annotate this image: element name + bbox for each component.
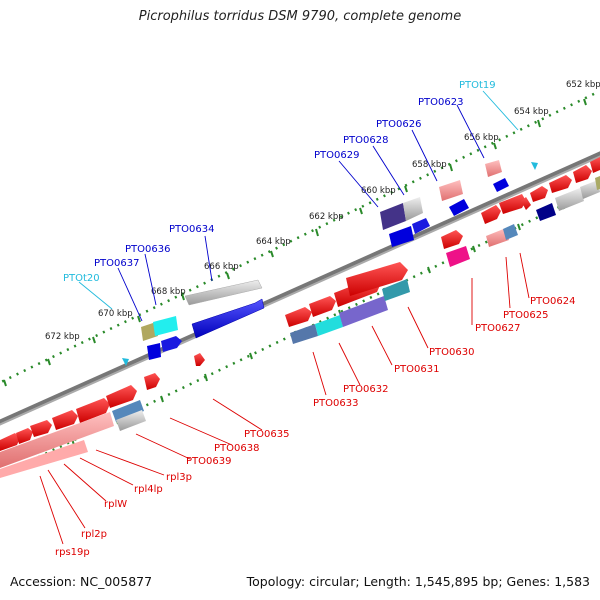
gene-label: rpl3p — [166, 472, 192, 483]
gene-block — [595, 176, 600, 190]
genome-summary: Topology: circular; Length: 1,545,895 bp… — [246, 574, 590, 589]
tick-label: 656 kbp — [464, 133, 499, 143]
gene-arrow — [0, 433, 20, 451]
gene-block — [555, 188, 584, 211]
gene-label: PTO0638 — [214, 443, 259, 454]
tick-label: 672 kbp — [45, 332, 80, 342]
backbone — [0, 151, 600, 426]
gene-label: rps19p — [55, 547, 90, 558]
gene-block — [503, 224, 518, 240]
gene-label: rpl2p — [81, 529, 107, 540]
tick-label: 654 kbp — [514, 107, 549, 117]
gene-block — [486, 228, 509, 247]
gene-block — [439, 180, 463, 201]
gene-label: rplW — [104, 499, 127, 510]
gene-block — [184, 279, 263, 306]
trna-label: PTOt19 — [459, 80, 496, 91]
trna-label: PTOt20 — [63, 273, 100, 284]
gene-label: PTO0626 — [376, 119, 421, 130]
gene-label: PTO0624 — [530, 296, 575, 307]
trna-marker — [122, 358, 129, 366]
gene-block — [0, 412, 114, 468]
tick-label: 652 kbp — [566, 80, 600, 90]
gene-arrow — [194, 353, 205, 366]
tick-label: 668 kbp — [151, 287, 186, 297]
gene-label: rpl4lp — [134, 484, 163, 495]
plus-strand-genes — [122, 160, 538, 366]
accession-text: Accession: NC_005877 — [10, 574, 153, 589]
gene-arrow — [309, 296, 336, 317]
gene-arrow — [590, 157, 600, 173]
gene-arrow — [52, 410, 78, 430]
gene-arrow — [30, 420, 52, 437]
gene-arrow — [191, 298, 265, 339]
gene-label: PTO0636 — [125, 244, 170, 255]
gene-label: PTO0629 — [314, 150, 359, 161]
outer-ruler — [0, 90, 599, 387]
gene-block — [380, 203, 406, 230]
gene-label: PTO0628 — [343, 135, 388, 146]
tick-label: 662 kbp — [309, 212, 344, 222]
gene-block — [449, 199, 469, 216]
gene-block — [339, 296, 388, 327]
gene-arrow — [144, 373, 160, 390]
gene-block — [147, 343, 161, 360]
trna-marker — [531, 162, 538, 170]
gene-label: PTO0632 — [343, 384, 388, 395]
gene-arrow — [499, 194, 526, 214]
gene-arrow — [573, 165, 592, 183]
gene-arrow — [493, 178, 509, 192]
gene-arrow — [549, 175, 572, 193]
gene-label: PTO0625 — [503, 310, 548, 321]
gene-label: PTO0630 — [429, 347, 474, 358]
tick-label: 660 kbp — [361, 186, 396, 196]
gene-block — [389, 226, 414, 247]
gene-block — [116, 410, 146, 431]
gene-label: PTO0634 — [169, 224, 214, 235]
gene-label: PTO0631 — [394, 364, 439, 375]
gene-arrow — [346, 262, 408, 296]
gene-block — [446, 246, 470, 267]
gene-block — [580, 180, 600, 199]
gene-arrow — [441, 230, 463, 249]
map-title: Picrophilus torridus DSM 9790, complete … — [138, 9, 462, 24]
gene-arrow — [106, 385, 137, 408]
minus-strand-genes — [0, 157, 600, 478]
gene-label: PTO0637 — [94, 258, 139, 269]
gene-arrow — [76, 398, 110, 423]
gene-block — [315, 315, 343, 336]
gene-label: PTO0633 — [313, 398, 358, 409]
gene-block — [153, 316, 178, 336]
tick-label: 670 kbp — [98, 309, 133, 319]
gene-block — [382, 279, 410, 301]
gene-arrow — [161, 336, 182, 352]
gene-arrow — [481, 205, 501, 224]
tick-label: 666 kbp — [204, 262, 239, 272]
gene-label: PTO0639 — [186, 456, 231, 467]
tick-label: 664 kbp — [256, 237, 291, 247]
gene-block — [112, 400, 144, 422]
gene-arrow — [521, 197, 531, 210]
gene-arrow — [16, 428, 33, 444]
gene-arrow — [285, 307, 312, 327]
gene-label: PTO0635 — [244, 429, 289, 440]
gene-block — [403, 197, 423, 221]
gene-block — [0, 440, 88, 478]
gene-block — [536, 203, 556, 221]
gene-block — [485, 160, 502, 177]
gene-label: PTO0623 — [418, 97, 463, 108]
gene-block — [290, 324, 318, 344]
gene-arrow — [530, 186, 548, 202]
gene-arrow — [412, 218, 430, 234]
gene-label: PTO0627 — [475, 323, 520, 334]
